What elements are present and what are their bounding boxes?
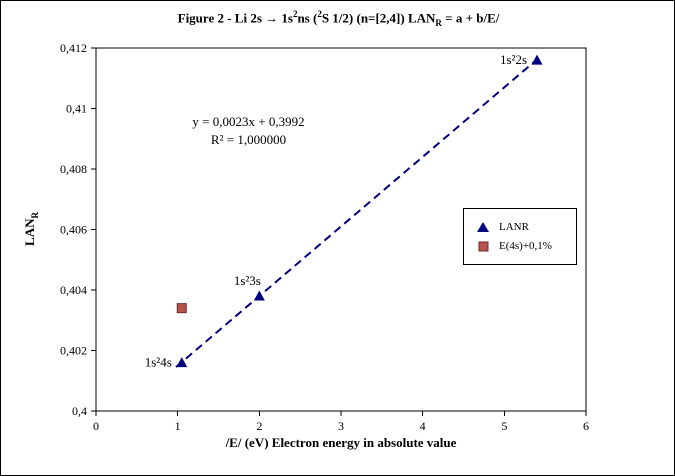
svg-text:0,408: 0,408 (60, 162, 87, 176)
svg-text:0,4: 0,4 (72, 404, 87, 418)
svg-text:1: 1 (175, 419, 181, 433)
svg-text:2: 2 (256, 419, 262, 433)
svg-text:0,404: 0,404 (60, 283, 87, 297)
svg-text:0,412: 0,412 (60, 41, 87, 55)
y-axis-title: LANR (22, 212, 40, 246)
svg-text:0,402: 0,402 (60, 344, 87, 358)
legend-label-e4s: E(4s)+0,1% (499, 240, 552, 252)
svg-text:1s²3s: 1s²3s (234, 273, 261, 288)
svg-text:1s²4s: 1s²4s (145, 355, 172, 370)
square-marker-icon (478, 241, 489, 252)
svg-text:0,406: 0,406 (60, 223, 87, 237)
legend-item-lanr: LANR (476, 221, 576, 233)
chart-title: Figure 2 - Li 2s → 1s2ns (2S 1/2) (n=[2,… (177, 9, 500, 28)
svg-text:0: 0 (93, 419, 99, 433)
trendline-r-squared: R² = 1,000000 (210, 132, 287, 147)
trendline-equation: y = 0,0023x + 0,3992 R² = 1,000000 (161, 113, 336, 149)
svg-text:0,41: 0,41 (66, 102, 87, 116)
svg-text:5: 5 (501, 419, 507, 433)
svg-text:3: 3 (338, 419, 344, 433)
svg-text:4: 4 (420, 419, 426, 433)
trendline-equation-line: y = 0,0023x + 0,3992 (192, 114, 305, 129)
legend-label-lanr: LANR (499, 221, 529, 233)
svg-text:1s²2s: 1s²2s (500, 52, 527, 67)
svg-text:6: 6 (583, 419, 589, 433)
legend-item-e4s: E(4s)+0,1% (476, 240, 576, 252)
chart-legend: LANR E(4s)+0,1% (463, 208, 577, 265)
x-axis-title: /E/ (eV) Electron energy in absolute val… (225, 435, 457, 450)
triangle-marker-icon (477, 222, 489, 232)
